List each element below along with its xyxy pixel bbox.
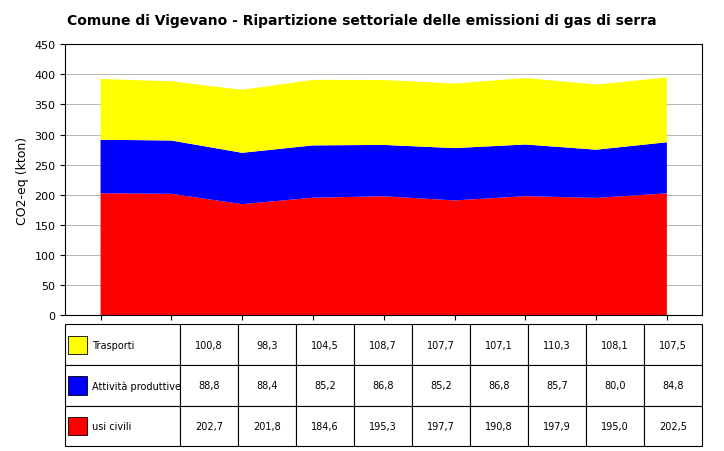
Text: 197,7: 197,7 <box>427 421 455 431</box>
Text: 107,7: 107,7 <box>427 340 455 350</box>
Text: 107,1: 107,1 <box>485 340 513 350</box>
Bar <box>68 336 88 354</box>
Bar <box>412 406 470 446</box>
Bar <box>528 406 586 446</box>
Text: 202,7: 202,7 <box>195 421 223 431</box>
Text: 84,8: 84,8 <box>662 381 684 391</box>
Text: 104,5: 104,5 <box>311 340 339 350</box>
Text: 108,7: 108,7 <box>369 340 397 350</box>
Text: Trasporti: Trasporti <box>92 340 134 350</box>
Text: 85,7: 85,7 <box>547 381 568 391</box>
Bar <box>644 325 702 365</box>
Bar <box>412 365 470 406</box>
Text: 201,8: 201,8 <box>253 421 281 431</box>
Bar <box>412 325 470 365</box>
Bar <box>68 377 88 395</box>
Bar <box>528 365 586 406</box>
Text: 197,9: 197,9 <box>543 421 571 431</box>
Bar <box>180 325 238 365</box>
Bar <box>65 325 180 365</box>
Text: 88,4: 88,4 <box>256 381 278 391</box>
Text: 184,6: 184,6 <box>311 421 339 431</box>
Text: 98,3: 98,3 <box>256 340 278 350</box>
Bar <box>296 406 354 446</box>
Text: 86,8: 86,8 <box>489 381 510 391</box>
Bar <box>354 365 412 406</box>
Text: 108,1: 108,1 <box>602 340 629 350</box>
Text: 110,3: 110,3 <box>543 340 571 350</box>
Text: 190,8: 190,8 <box>485 421 513 431</box>
Bar <box>470 406 528 446</box>
Bar <box>180 406 238 446</box>
Text: 80,0: 80,0 <box>605 381 626 391</box>
Bar <box>65 406 180 446</box>
Bar <box>470 365 528 406</box>
Text: 202,5: 202,5 <box>660 421 687 431</box>
Text: 88,8: 88,8 <box>198 381 219 391</box>
Text: Comune di Vigevano - Ripartizione settoriale delle emissioni di gas di serra: Comune di Vigevano - Ripartizione settor… <box>67 14 657 28</box>
Bar <box>470 325 528 365</box>
Bar <box>180 365 238 406</box>
Bar <box>296 365 354 406</box>
Text: 85,2: 85,2 <box>430 381 452 391</box>
Text: 100,8: 100,8 <box>195 340 223 350</box>
Bar <box>586 406 644 446</box>
Bar <box>586 325 644 365</box>
Bar <box>296 325 354 365</box>
Text: 107,5: 107,5 <box>660 340 687 350</box>
Bar <box>528 325 586 365</box>
Text: Attività produttive: Attività produttive <box>92 380 181 391</box>
Y-axis label: CO2-eq (kton): CO2-eq (kton) <box>16 137 29 224</box>
Text: usi civili: usi civili <box>92 421 131 431</box>
Text: 195,3: 195,3 <box>369 421 397 431</box>
Text: 86,8: 86,8 <box>372 381 394 391</box>
Bar <box>65 365 180 406</box>
Bar <box>68 417 88 435</box>
Bar <box>238 325 296 365</box>
Bar <box>238 406 296 446</box>
Bar <box>238 365 296 406</box>
Bar <box>354 406 412 446</box>
Bar <box>586 365 644 406</box>
Text: 195,0: 195,0 <box>602 421 629 431</box>
Bar <box>354 325 412 365</box>
Bar <box>644 406 702 446</box>
Text: 85,2: 85,2 <box>314 381 336 391</box>
Bar <box>644 365 702 406</box>
